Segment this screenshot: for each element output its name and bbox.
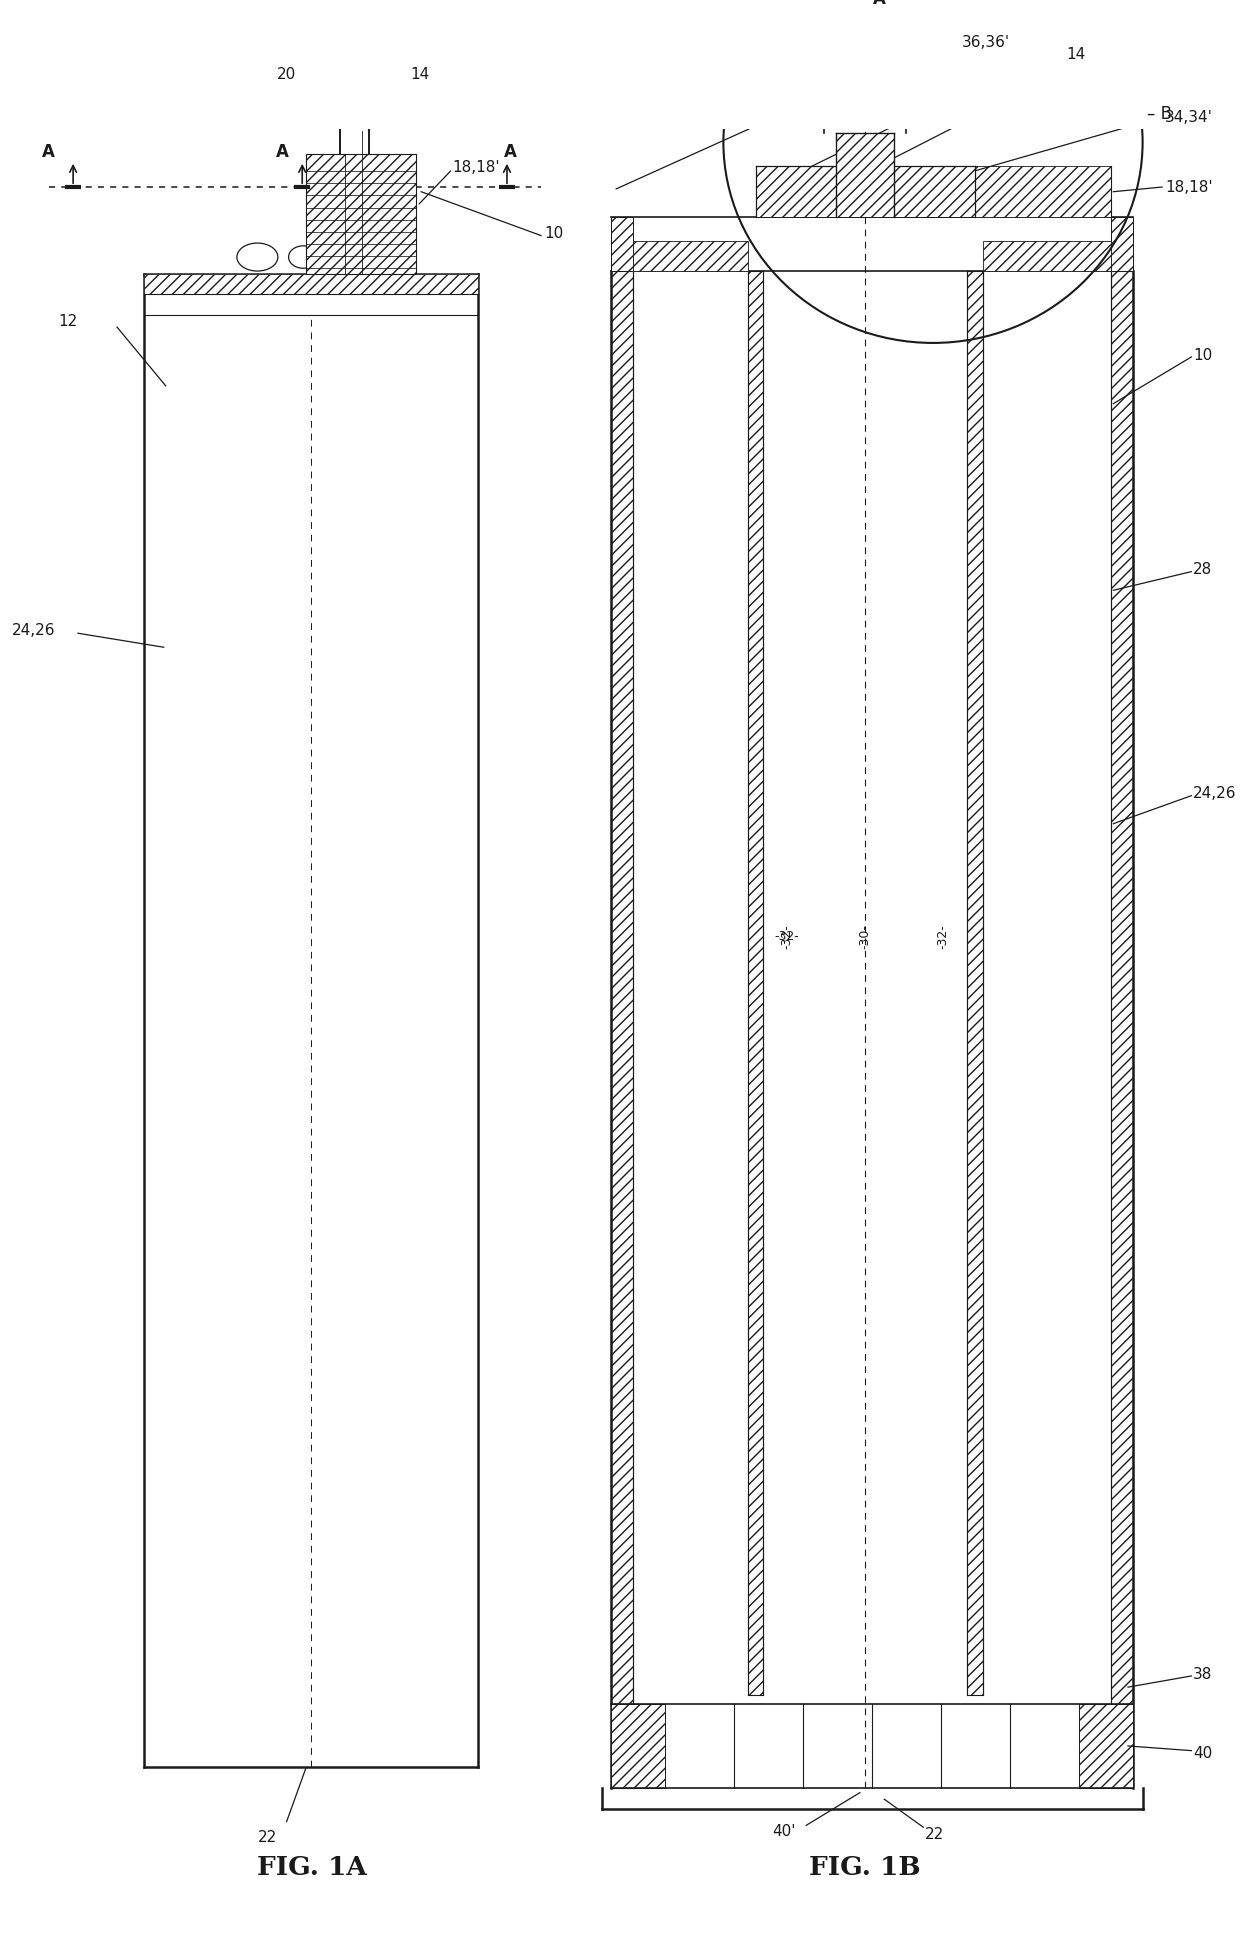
Bar — [755, 165, 851, 218]
Text: 18,18': 18,18' — [1166, 179, 1213, 194]
Text: 10: 10 — [544, 225, 563, 241]
Bar — [1111, 272, 1133, 1789]
Text: 34,34': 34,34' — [1166, 109, 1213, 124]
Text: 40: 40 — [1193, 1746, 1213, 1761]
Text: 36,36': 36,36' — [962, 35, 1011, 50]
Bar — [611, 1703, 665, 1789]
Bar — [748, 272, 764, 1695]
Text: FIG. 1A: FIG. 1A — [257, 1855, 367, 1880]
Text: 18,18': 18,18' — [453, 159, 500, 175]
Text: -32-: -32- — [780, 924, 794, 950]
Text: 14: 14 — [410, 66, 430, 82]
Bar — [967, 272, 983, 1695]
Text: 40': 40' — [773, 1824, 796, 1839]
Bar — [983, 241, 1111, 272]
Bar — [611, 272, 632, 1789]
Bar — [1079, 1703, 1133, 1789]
Text: A: A — [873, 0, 885, 8]
Ellipse shape — [237, 243, 278, 272]
Text: 10: 10 — [1193, 348, 1213, 363]
Bar — [611, 218, 632, 272]
Text: -30-: -30- — [858, 924, 872, 950]
Text: 22: 22 — [258, 1829, 277, 1845]
Text: A: A — [503, 142, 516, 161]
Ellipse shape — [289, 247, 317, 268]
Text: 24,26: 24,26 — [1193, 787, 1236, 802]
Text: FIG. 1B: FIG. 1B — [808, 1855, 920, 1880]
Bar — [144, 274, 477, 295]
Text: -32-: -32- — [775, 930, 799, 944]
Text: A: A — [277, 142, 289, 161]
Text: 38: 38 — [1193, 1666, 1213, 1682]
Bar — [306, 153, 417, 274]
Text: 14: 14 — [1066, 47, 1086, 62]
Bar — [836, 132, 894, 218]
Text: 28: 28 — [1193, 563, 1213, 577]
Bar — [880, 165, 975, 218]
Text: 20: 20 — [277, 66, 296, 82]
Text: -32-: -32- — [936, 924, 950, 950]
Bar — [632, 241, 748, 272]
Text: A: A — [42, 142, 56, 161]
Text: 24,26: 24,26 — [11, 623, 56, 637]
Text: 12: 12 — [58, 315, 78, 328]
Text: 22: 22 — [925, 1827, 945, 1843]
Bar — [967, 165, 1111, 218]
Text: – B: – B — [1147, 105, 1173, 122]
Bar — [1111, 218, 1133, 272]
